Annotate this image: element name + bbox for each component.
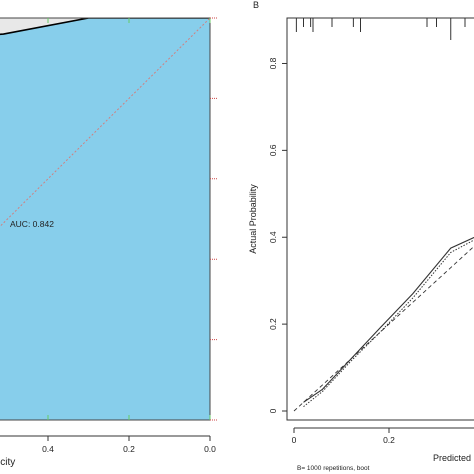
calibration-panel: B 00.20.40.60.8 0 0.2 Actual Probability … bbox=[248, 0, 474, 472]
calibration-y-axis: 0 0.2 0.4 0.6 0.8 bbox=[268, 57, 287, 413]
calibration-y-tick-label: 0.4 bbox=[268, 231, 278, 243]
roc-bottom-tick-marks bbox=[47, 415, 211, 420]
calibration-x-axis-label: Predicted bbox=[433, 453, 471, 463]
calibration-footnote: B= 1000 repetitions, boot bbox=[297, 465, 370, 472]
roc-top-tick-marks bbox=[47, 18, 211, 23]
calibration-x-tick-label: 0.2 bbox=[383, 435, 395, 445]
roc-right-tick-marks bbox=[210, 17, 218, 421]
calibration-y-axis-label: Actual Probability bbox=[248, 184, 258, 254]
ideal-line bbox=[293, 245, 474, 412]
apparent-line bbox=[303, 239, 474, 408]
roc-curve bbox=[0, 18, 210, 36]
roc-x-tick-label: 0.4 bbox=[42, 444, 54, 454]
roc-x-axis: 0.4 0.2 0.0 bbox=[0, 435, 216, 454]
reference-diagonal bbox=[0, 18, 210, 228]
roc-x-axis-label: icity bbox=[0, 457, 15, 468]
auc-label: AUC: 0.842 bbox=[10, 219, 54, 229]
panel-label-b: B bbox=[253, 0, 259, 10]
calibration-y-tick-label: 0.6 bbox=[268, 144, 278, 156]
calibration-x-axis: 0 0.2 bbox=[292, 427, 474, 445]
calibration-y-tick-label: 0.2 bbox=[268, 318, 278, 330]
calibration-y-tick-label: 0.8 bbox=[268, 57, 278, 69]
calibration-y-tick-label: 0 bbox=[268, 408, 278, 413]
calibration-series bbox=[293, 236, 474, 412]
roc-x-tick-label: 0.2 bbox=[123, 444, 135, 454]
roc-upper-area bbox=[0, 18, 210, 35]
calibration-x-tick-label: 0 bbox=[292, 435, 297, 445]
bias-corrected-line bbox=[303, 236, 474, 403]
roc-x-tick-label: 0.0 bbox=[204, 444, 216, 454]
roc-area-under-curve bbox=[0, 18, 210, 420]
roc-panel: 0.4 0.2 0.0 AUC: 0.842 icity bbox=[0, 17, 218, 468]
rug-marks bbox=[295, 18, 466, 40]
calibration-plot-box bbox=[286, 17, 474, 421]
